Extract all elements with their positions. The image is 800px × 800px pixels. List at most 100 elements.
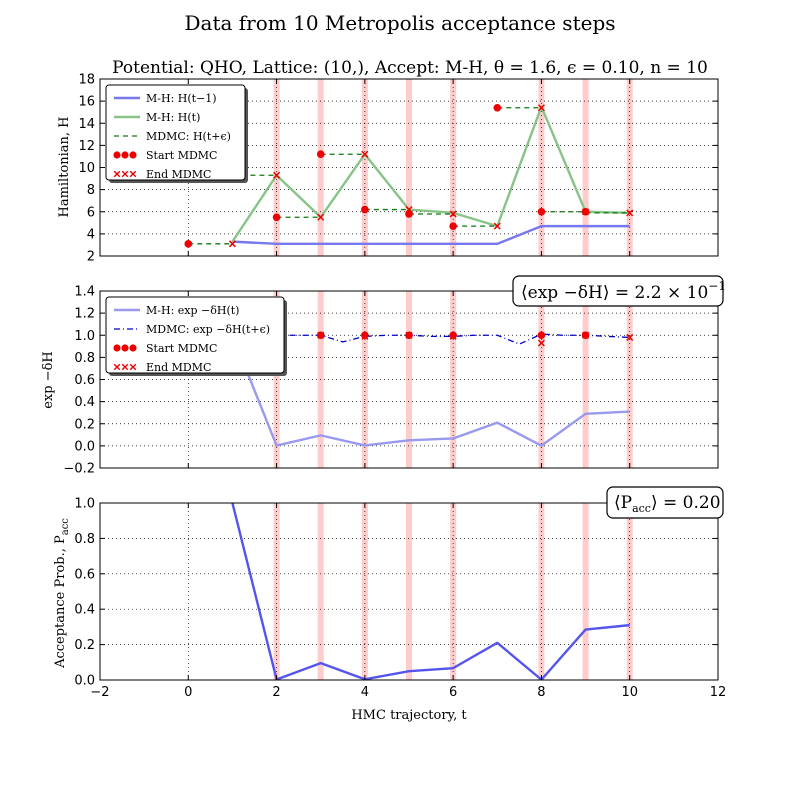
x-tick-label: 0 (184, 685, 192, 700)
end-mdmc-point (405, 331, 413, 339)
accept-mark-band (582, 291, 589, 468)
legend-label: End MDMC (146, 361, 211, 374)
end-mdmc-point (361, 332, 369, 340)
start-mdmc-point (361, 331, 369, 340)
x-tick-label: 12 (710, 685, 727, 700)
figure-title: Data from 10 Metropolis acceptance steps (184, 11, 615, 35)
end-mdmc-point (317, 331, 325, 339)
mean-exp-delta-h-annotation: ⟨exp −δH⟩ = 2.2 × 10−1 (512, 275, 726, 307)
annotation-text: ⟨P (614, 493, 632, 513)
y-tick-label: 16 (78, 95, 95, 110)
start-mdmc-point (449, 331, 457, 340)
y-tick-label: 4 (87, 227, 95, 242)
exp-delta-h-ylabel: exp −δH (41, 351, 56, 409)
annotation-box (512, 275, 724, 307)
end-mdmc-point (449, 332, 457, 340)
x-tick-label: 2 (272, 685, 280, 700)
data-layer (231, 503, 630, 680)
mean-acceptance-annotation: ⟨Pacc⟩ = 0.20 (606, 486, 724, 519)
end-mdmc-point (582, 331, 590, 339)
svg-text:Acceptance Prob., Pacc: Acceptance Prob., Pacc (53, 518, 71, 669)
end-mdmc-point (537, 104, 545, 112)
accept-mark-band (406, 503, 412, 680)
start-mdmc-point (449, 222, 457, 230)
annotation-text: ⟨exp −δH⟩ = 2.2 × 10 (521, 283, 708, 303)
end-mdmc-point (493, 222, 501, 230)
legend-end-marker (129, 363, 137, 371)
hamiltonian-panel: Potential: QHO, Lattice: (10,), Accept: … (57, 58, 719, 265)
legend-label: Start MDMC (146, 342, 217, 355)
legend-label: M-H: H(t−1) (146, 92, 217, 105)
legend-label: MDMC: H(t+ϵ) (146, 130, 231, 143)
y-tick-label: 0.2 (74, 417, 95, 432)
legend-end-marker (113, 363, 121, 371)
end-mdmc-point (626, 333, 634, 341)
start-mdmc-point (361, 205, 369, 214)
y-tick-label: 10 (78, 161, 95, 176)
series-line (231, 105, 630, 243)
end-mdmc-point (582, 208, 590, 216)
accept-mark-band (582, 503, 589, 680)
y-tick-label: 0.8 (74, 532, 95, 547)
legend-start-marker (113, 344, 121, 352)
x-tick-label: 8 (537, 685, 545, 700)
end-mdmc-point (537, 339, 545, 347)
accept-mark-band (582, 79, 589, 256)
legend-start-marker (121, 151, 129, 159)
legend-label: MDMC: exp −δH(t+ϵ) (146, 323, 270, 336)
y-tick-label: 8 (87, 183, 95, 198)
y-tick-label: 1.0 (74, 497, 95, 512)
acceptance-panel: 0.0 0.2 0.4 0.6 0.8 1.0 −2 0 2 4 6 8 10 12 Acceptance… (53, 486, 726, 723)
y-tick-label: 14 (78, 117, 95, 132)
y-tick-label: 0.4 (74, 603, 95, 618)
end-mdmc-point (626, 209, 634, 217)
end-mdmc-point (317, 213, 325, 221)
hamiltonian-legend: M-H: H(t−1) M-H: H(t) MDMC: H(t+ϵ) Start MD… (105, 84, 248, 183)
end-mdmc-point (449, 210, 457, 218)
annotation-box (606, 486, 724, 519)
start-mdmc-point (272, 213, 281, 222)
annotation-tail: ⟩ = 0.20 (651, 493, 721, 513)
acceptance-axes: 0.0 0.2 0.4 0.6 0.8 1.0 −2 0 2 4 6 8 10 12 (74, 497, 726, 701)
exp-delta-h-axes: −0.2 0.0 0.2 0.4 0.6 0.8 1.0 1.2 1.4 (63, 285, 719, 477)
legend-start-marker (129, 344, 137, 352)
y-tick-label: 0.6 (74, 567, 95, 582)
exp-delta-h-panel: −0.2 0.0 0.2 0.4 0.6 0.8 1.0 1.2 1.4 exp −δH M-H… (41, 275, 726, 477)
legend-end-marker (121, 363, 129, 371)
x-tick-label: −2 (90, 685, 109, 700)
start-mdmc-point (537, 331, 546, 340)
legend-start-marker (121, 344, 129, 352)
svg-text:⟨exp −δH⟩ = 2.2 × 10−1: ⟨exp −δH⟩ = 2.2 × 10−1 (521, 279, 726, 303)
legend-start-marker (129, 151, 137, 159)
legend-frame (105, 84, 246, 181)
y-tick-label: 0.4 (74, 395, 95, 410)
y-tick-label: 0.0 (74, 674, 95, 689)
axes-frame (99, 502, 719, 681)
y-tick-label: 1.0 (74, 329, 95, 344)
start-mdmc-point (493, 103, 502, 112)
legend-end-marker (121, 170, 129, 178)
start-mdmc-point (316, 150, 325, 159)
y-tick-label: −0.2 (63, 462, 95, 477)
legend-start-marker (113, 151, 121, 159)
end-mdmc-point (361, 150, 369, 158)
data-layer (231, 331, 634, 447)
x-tick-label: 4 (361, 685, 369, 700)
x-tick-label: 10 (621, 685, 638, 700)
legend-label: End MDMC (146, 168, 211, 181)
legend-label: M-H: H(t) (146, 111, 200, 124)
legend-label: Start MDMC (146, 149, 217, 162)
legend-end-marker (129, 170, 137, 178)
acceptance-ylabel: Acceptance Prob., P (53, 535, 68, 669)
hamiltonian-axes: 2 4 6 8 10 12 14 16 18 (78, 73, 719, 265)
start-mdmc-point (537, 207, 546, 216)
y-tick-label: 18 (78, 73, 95, 88)
y-tick-label: 6 (87, 205, 95, 220)
hamiltonian-ylabel: Hamiltonian, H (57, 116, 72, 217)
annotation-subscript: acc (632, 502, 651, 515)
y-tick-label: 0.8 (74, 351, 95, 366)
end-mdmc-point (228, 240, 236, 248)
series-line (232, 224, 630, 246)
series-line (231, 334, 630, 447)
y-tick-label: 0.2 (74, 638, 95, 653)
